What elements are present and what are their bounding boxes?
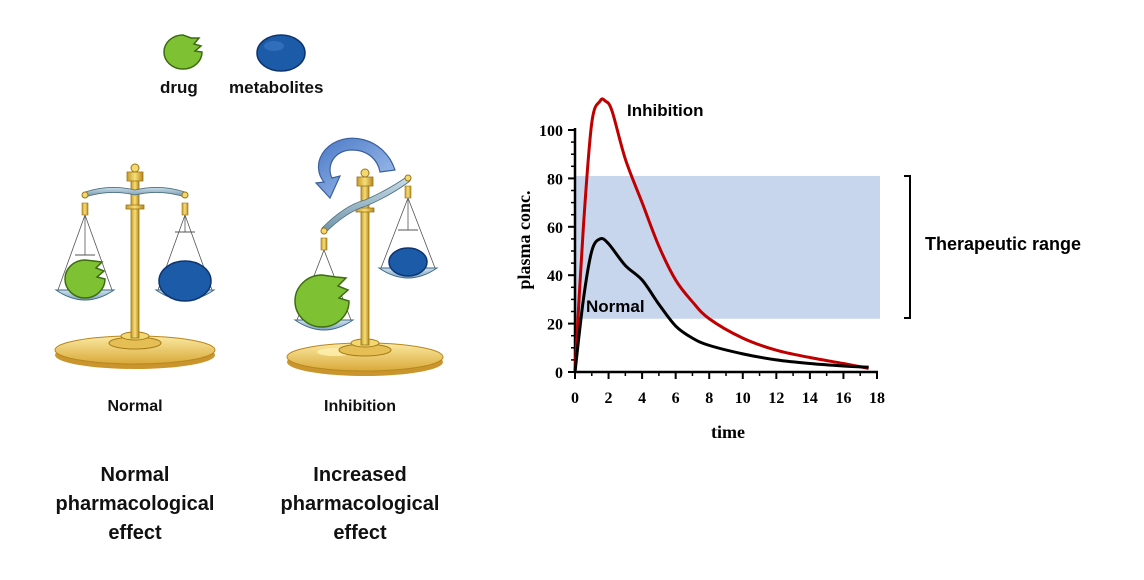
therapeutic-range-band	[575, 175, 880, 319]
normal-effect-line-3: effect	[108, 522, 162, 544]
metabolite-legend-icon	[256, 34, 306, 72]
normal-effect-line-1: Normal	[100, 464, 170, 486]
plasma-concentration-chart: 0 20 40 60 80 100 0 2 4 6 8 10 12 14 16 18 plasma conc…	[514, 97, 1081, 442]
inhibition-scale-label: Inhibition	[324, 398, 396, 415]
inhibition-series-label: Inhibition	[627, 101, 703, 120]
x-tick-label: 8	[705, 390, 713, 407]
normal-effect-caption: Normal pharmacological effect	[40, 461, 230, 548]
inhibition-balance-scale	[286, 137, 444, 376]
y-tick-label: 100	[539, 123, 563, 140]
inhibition-effect-line-1: Increased	[313, 464, 407, 486]
normal-balance-scale	[54, 163, 216, 369]
drug-legend-label: drug	[160, 78, 198, 97]
x-tick-label: 12	[768, 390, 784, 407]
inhibition-effect-line-2: pharmacological	[280, 493, 440, 515]
normal-curve	[573, 237, 869, 373]
x-tick-label: 16	[835, 390, 851, 407]
x-tick-label: 10	[735, 390, 751, 407]
therapeutic-range-label: Therapeutic range	[925, 234, 1081, 254]
x-tick-label: 2	[605, 390, 613, 407]
y-axis: 0 20 40 60 80 100	[539, 123, 575, 382]
normal-scale-label: Normal	[107, 398, 163, 415]
x-axis-title: time	[711, 422, 745, 442]
therapeutic-range-bracket	[904, 175, 911, 319]
inhibition-effect-line-3: effect	[333, 522, 387, 544]
inhibition-curve	[573, 97, 869, 373]
y-tick-label: 0	[555, 365, 563, 382]
drug-legend-icon	[163, 34, 203, 70]
y-axis-title: plasma conc.	[514, 191, 534, 290]
curved-arrow-icon	[314, 137, 396, 200]
y-tick-label: 40	[547, 268, 563, 285]
y-tick-label: 80	[547, 171, 563, 188]
x-axis: 0 2 4 6 8 10 12 14 16 18	[571, 372, 885, 407]
metabolites-legend-label: metabolites	[229, 78, 324, 97]
x-tick-label: 14	[802, 390, 818, 407]
x-tick-label: 4	[638, 390, 646, 407]
normal-series-label: Normal	[586, 297, 645, 316]
x-tick-label: 6	[672, 390, 680, 407]
y-tick-label: 60	[547, 220, 563, 237]
inhibition-effect-caption: Increased pharmacological effect	[265, 461, 455, 548]
normal-effect-line-2: pharmacological	[55, 493, 215, 515]
x-tick-label: 18	[869, 390, 885, 407]
y-tick-label: 20	[547, 317, 563, 334]
x-tick-label: 0	[571, 390, 579, 407]
